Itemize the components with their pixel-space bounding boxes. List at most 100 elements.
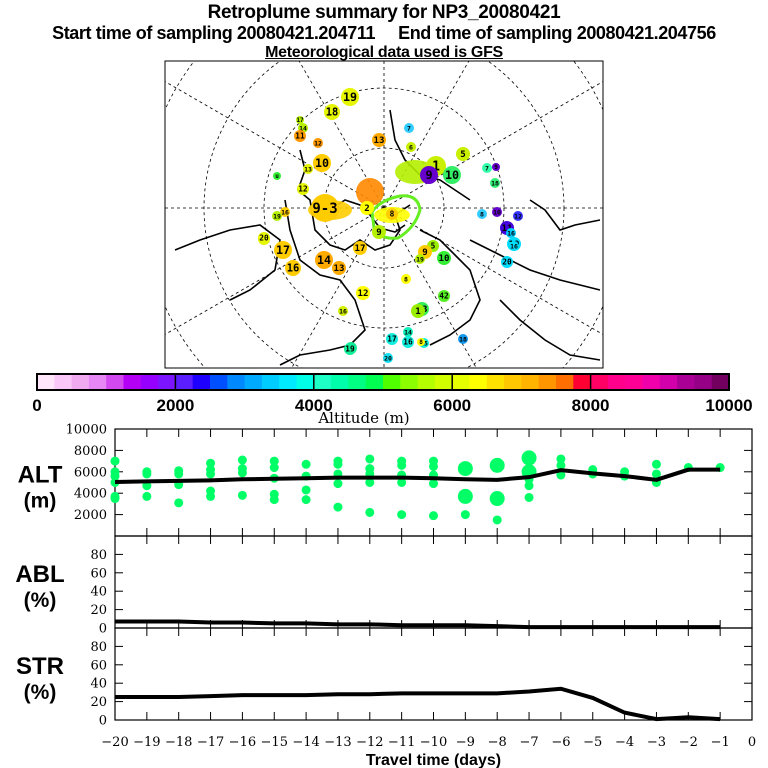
altitude-point	[174, 498, 184, 508]
colorbar-swatch	[175, 374, 194, 390]
cluster-marker	[513, 211, 523, 221]
cluster-marker	[324, 104, 340, 120]
cluster-marker	[258, 232, 270, 244]
map-cluster: 18	[458, 334, 468, 344]
cluster-marker	[344, 343, 356, 355]
cluster-label: 12	[298, 185, 308, 194]
coastline	[419, 229, 481, 346]
colorbar-swatch	[37, 374, 55, 390]
x-tick-label: −3	[647, 735, 666, 750]
panel-frame	[114, 627, 753, 721]
colorbar-swatch	[244, 374, 263, 390]
cluster-marker	[415, 254, 425, 264]
panel-alt: 10000 8000 6000 4000 2000 ALT(m)	[18, 423, 753, 537]
cluster-label: 10	[315, 156, 329, 170]
colorbar-swatch	[642, 374, 661, 390]
cluster-marker	[353, 241, 367, 255]
x-tick-label: −19	[133, 735, 160, 750]
colorbar-swatch	[694, 374, 713, 390]
x-tick-label: 0	[748, 735, 756, 750]
map-cluster: 17	[386, 333, 398, 345]
cluster-marker	[356, 286, 370, 300]
altitude-point	[206, 491, 216, 501]
colorbar-swatch	[365, 374, 384, 390]
cluster-label: 14	[317, 253, 331, 267]
cluster-label: 7	[485, 164, 489, 172]
colorbar-swatch	[192, 374, 211, 390]
x-axis-label: Travel time (days)	[366, 752, 501, 768]
map-cluster: 8	[386, 208, 398, 220]
cluster-label: 17	[355, 244, 366, 254]
y-tick-label: 40	[90, 677, 107, 692]
cluster-marker	[443, 166, 461, 184]
colorbar-tick-label: 0	[32, 396, 41, 415]
map-cluster: 17	[353, 241, 367, 255]
chart-title: Retroplume summary for NP3_20080421	[207, 2, 561, 23]
cluster-label: 11	[295, 132, 305, 141]
altitude-point	[397, 510, 407, 520]
x-tick-label: −7	[519, 735, 538, 750]
x-tick-label: −15	[261, 735, 288, 750]
altitude-point	[269, 456, 279, 466]
colorbar-swatch	[400, 374, 419, 390]
y-tick-label: 20	[90, 695, 107, 710]
colorbar-swatch	[261, 374, 280, 390]
y-tick-label: 80	[90, 548, 107, 563]
panel-abl: 80 60 40 20 0 ABL(%)	[15, 535, 753, 637]
cluster-label: 20	[259, 234, 269, 243]
cluster-marker	[501, 256, 513, 268]
cluster-label: 10	[445, 168, 459, 182]
x-tick-label: −18	[165, 735, 192, 750]
cluster-label: 6	[409, 143, 413, 151]
map-cluster: 18	[490, 178, 500, 188]
y-tick-label: 20	[90, 603, 107, 618]
cluster-marker	[420, 166, 438, 184]
y-tick-label: 10000	[66, 423, 107, 438]
x-tick-label: −5	[583, 735, 602, 750]
cluster-label: 18	[459, 335, 467, 343]
map-cluster: 19	[272, 211, 282, 221]
cluster-label: 19	[273, 212, 281, 220]
x-tick-label: −4	[615, 735, 634, 750]
cluster-marker	[506, 228, 516, 238]
cluster-label: 16	[510, 242, 518, 250]
cluster-marker	[386, 208, 398, 220]
cluster-label: 16	[287, 263, 300, 275]
altitude-point	[492, 515, 502, 525]
altitude-point	[457, 461, 473, 477]
colorbar-swatch	[88, 374, 107, 390]
colorbar-swatch	[383, 374, 401, 390]
map-cluster: 10	[443, 166, 461, 184]
cluster-label: 11	[502, 224, 513, 234]
cluster-label: 9	[376, 228, 381, 238]
map-cluster: 9-3	[311, 194, 339, 222]
altitude-point	[301, 459, 311, 469]
altitude-point	[651, 459, 661, 469]
cluster-marker	[492, 163, 500, 171]
cluster-marker	[280, 207, 290, 217]
cluster-marker	[438, 290, 450, 302]
cluster-label: 19	[416, 255, 424, 263]
colorbar-swatch	[434, 374, 453, 390]
colorbar-swatch	[590, 374, 609, 390]
map-cluster: 7	[482, 163, 492, 173]
cluster-marker	[303, 164, 313, 174]
map-cluster: 17	[274, 241, 292, 259]
altitude-point	[301, 495, 311, 505]
altitude-point	[429, 511, 438, 521]
map-cluster: 9	[492, 163, 500, 171]
panel-ylabel-units: (%)	[24, 589, 57, 612]
map-cluster: 12	[313, 138, 323, 148]
altitude-point	[237, 455, 247, 465]
cluster-marker	[272, 211, 282, 221]
cluster-label: 16	[339, 307, 347, 315]
colorbar-swatch	[573, 374, 592, 390]
cluster-marker	[458, 334, 468, 344]
cluster-marker	[332, 261, 346, 275]
cluster-marker	[273, 172, 281, 180]
panel-ylabel: ALT	[18, 462, 63, 489]
map-cluster: 19	[415, 254, 425, 264]
colorbar-swatch	[417, 374, 436, 390]
cluster-marker	[294, 130, 306, 142]
